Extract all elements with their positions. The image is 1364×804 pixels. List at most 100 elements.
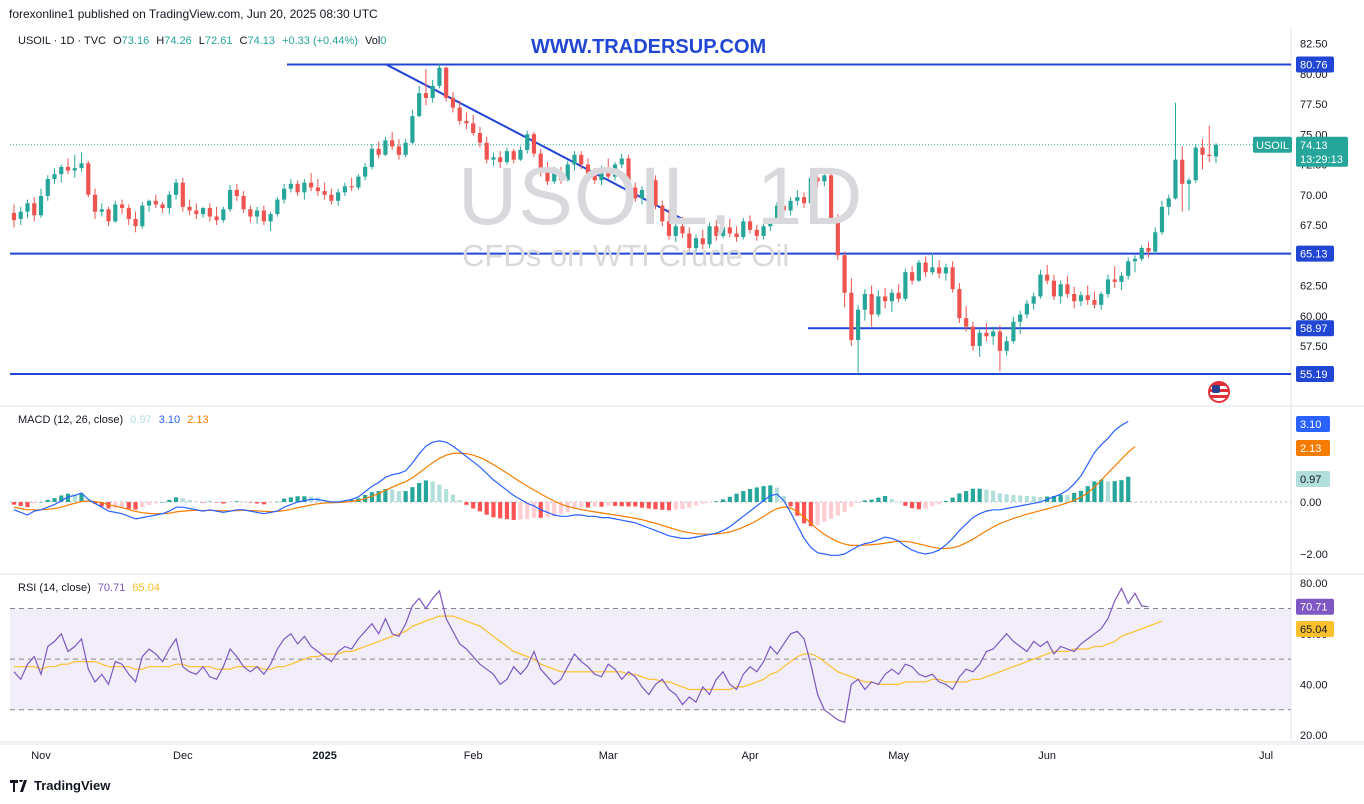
macd-value-tag (1296, 471, 1330, 487)
tradingview-logo[interactable]: TradingView (10, 778, 110, 793)
candle-body (153, 200, 158, 205)
rsi-ma-value: 65.04 (132, 582, 160, 594)
legend-symbol[interactable]: USOIL · 1D · TVC (18, 35, 107, 47)
candle-body (572, 154, 577, 165)
rsi-legend[interactable]: RSI (14, close) 70.71 65.04 (18, 582, 164, 594)
macd-histogram-bar (268, 502, 273, 503)
candle-body (788, 200, 793, 211)
candle-body (666, 221, 672, 236)
macd-histogram-bar (403, 491, 408, 502)
candle-body (1200, 147, 1205, 155)
macd-histogram-bar (167, 499, 172, 502)
candle-body (430, 85, 435, 98)
macd-histogram-bar (471, 502, 476, 509)
symbol-tag (1253, 136, 1292, 153)
macd-histogram-bar (126, 502, 131, 509)
macd-title[interactable]: MACD (12, 26, close) (18, 414, 124, 426)
macd-histogram-bar (626, 502, 631, 507)
candle-body (579, 154, 584, 165)
legend-open: O73.16 (113, 35, 150, 47)
macd-histogram-bar (997, 493, 1003, 502)
candle-body (903, 272, 908, 299)
price-legend[interactable]: USOIL · 1D · TVC O73.16 H74.26 L72.61 C7… (18, 35, 390, 47)
macd-histogram-bar (606, 502, 611, 506)
candle-body (484, 142, 489, 160)
candle-body (207, 208, 212, 217)
level-price-tag (1296, 245, 1334, 262)
macd-histogram-bar (801, 502, 807, 524)
price-axis-tick: 70.00 (1300, 190, 1328, 202)
macd-histogram-bar (700, 502, 705, 504)
candle-body (734, 233, 739, 238)
price-axis-tick: 67.50 (1300, 220, 1328, 232)
candle-body (1031, 296, 1036, 304)
macd-histogram-bar (45, 499, 50, 502)
macd-histogram-bar (693, 502, 699, 506)
candle-body (1193, 147, 1198, 181)
candle-body (410, 116, 415, 143)
macd-histogram-bar (646, 502, 651, 509)
candle-body (126, 208, 131, 219)
candle-body (282, 188, 287, 200)
macd-histogram-bar (1092, 481, 1097, 502)
candle-body (504, 151, 510, 163)
candle-body (140, 205, 145, 227)
macd-histogram-bar (207, 501, 212, 502)
candle-body (99, 209, 104, 212)
candle-body (383, 140, 388, 155)
macd-histogram-bar (950, 497, 955, 502)
candle-body (471, 123, 476, 134)
macd-histogram-bar (113, 502, 118, 509)
rsi-value: 70.71 (97, 582, 126, 594)
macd-histogram-bar (747, 489, 753, 502)
candle-body (187, 206, 192, 211)
macd-histogram-bar (59, 495, 64, 502)
candle-body (599, 169, 604, 181)
level-price-label: 65.13 (1300, 249, 1328, 261)
macd-histogram-bar (295, 496, 300, 502)
candle-body (302, 182, 307, 193)
macd-histogram-bar (160, 502, 165, 503)
candle-body (106, 209, 111, 222)
legend-close: C74.13 (239, 35, 275, 47)
candle-body (1173, 159, 1178, 199)
macd-hist-value: 0.97 (130, 414, 152, 426)
candle-body (592, 174, 597, 181)
macd-histogram-bar (639, 502, 645, 508)
time-axis-tick: Jul (1259, 750, 1273, 762)
candle-body (1105, 279, 1111, 294)
macd-histogram-bar (369, 492, 374, 502)
candle-body (234, 189, 239, 196)
candle-body (1153, 232, 1158, 252)
macd-histogram-bar (390, 489, 395, 502)
rsi-title[interactable]: RSI (14, close) (18, 582, 91, 594)
candle-body (606, 169, 611, 177)
macd-histogram-bar (1105, 481, 1111, 502)
candle-body (322, 191, 327, 195)
macd-histogram-bar (342, 500, 347, 502)
macd-histogram-bar (1072, 492, 1077, 502)
candle-body (835, 218, 840, 256)
macd-histogram-bar (261, 502, 266, 505)
macd-histogram-bar (1024, 496, 1030, 502)
macd-histogram-bar (977, 488, 982, 502)
macd-histogram-bar (768, 485, 773, 502)
candle-body (687, 233, 692, 248)
macd-legend[interactable]: MACD (12, 26, close) 0.97 3.10 2.13 (18, 414, 213, 426)
macd-histogram-bar (633, 502, 638, 507)
macd-histogram-bar (444, 489, 449, 502)
candle-body (396, 146, 402, 155)
candle-body (930, 267, 935, 273)
candle-body (1011, 321, 1016, 342)
candle-body (727, 227, 732, 234)
candle-body (984, 332, 989, 337)
us-flag-icon[interactable] (1208, 381, 1230, 403)
macd-histogram-bar (187, 499, 192, 502)
candle-body (545, 171, 550, 182)
candle-body (309, 182, 314, 188)
candle-body (633, 187, 638, 199)
candle-body (1207, 154, 1212, 157)
macd-histogram-bar (410, 487, 415, 502)
macd-histogram-bar (720, 499, 726, 502)
